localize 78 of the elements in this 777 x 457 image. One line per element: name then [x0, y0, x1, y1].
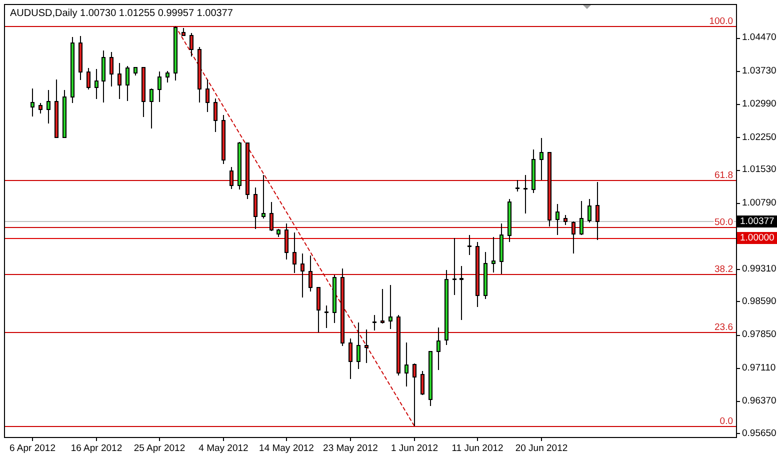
y-tick-label: 1.04470: [742, 32, 776, 44]
candlestick: [412, 362, 416, 427]
candlestick: [110, 52, 114, 88]
candlestick: [452, 238, 456, 296]
y-tick-label: 1.01530: [742, 164, 776, 176]
candlestick: [356, 322, 360, 370]
candlestick: [404, 342, 408, 388]
y-tick-label: 0.97110: [742, 362, 776, 374]
candlestick: [254, 187, 258, 230]
candlestick: [118, 62, 122, 100]
candlestick: [158, 70, 162, 102]
candlestick: [206, 78, 210, 113]
candlestick: [524, 174, 528, 214]
x-tick-label: 4 May 2012: [198, 443, 248, 454]
candlestick: [270, 201, 274, 232]
candlestick: [316, 287, 320, 333]
annotation: 100.0: [709, 16, 733, 27]
annotation: 50.0: [714, 217, 733, 228]
x-tick-label: 14 May 2012: [259, 443, 314, 454]
chart-title: AUDUSD,Daily 1.00730 1.01255 0.99957 1.00377: [10, 8, 234, 19]
candlestick: [324, 305, 328, 328]
candlestick: [564, 214, 568, 226]
y-tick-label: 0.98590: [742, 296, 776, 307]
candlestick: [126, 65, 130, 102]
candlestick: [300, 252, 304, 298]
candlestick: [150, 88, 154, 130]
x-tick-label: 1 Jun 2012: [390, 443, 438, 454]
y-tick-label: 1.02990: [742, 98, 776, 110]
candlestick: [588, 198, 592, 224]
candlestick: [372, 314, 376, 332]
candlestick: [596, 181, 600, 241]
x-tick-label: 11 Jun 2012: [452, 443, 504, 454]
candlestick: [348, 338, 352, 380]
candlestick: [468, 234, 472, 256]
candlestick: [572, 221, 576, 254]
candlestick: [580, 200, 584, 236]
candlestick: [190, 32, 194, 57]
candlestick: [214, 98, 218, 132]
y-tick-label: 1.00000: [740, 232, 774, 244]
y-tick-label: 1.02250: [742, 132, 776, 143]
candlestick: [540, 138, 544, 180]
candlestick: [436, 327, 440, 371]
candlestick: [420, 370, 424, 396]
candlestick: [308, 254, 312, 292]
annotation: 61.8: [714, 170, 733, 181]
y-tick-label: 0.96370: [742, 396, 776, 407]
y-tick-label: 0.95650: [742, 428, 776, 439]
candlestick: [230, 166, 234, 190]
candlestick: [556, 204, 560, 236]
y-tick-label: 1.03730: [742, 65, 776, 76]
candlestick: [262, 174, 266, 219]
x-tick-label: 16 Apr 2012: [70, 443, 122, 454]
candlestick: [30, 88, 34, 118]
candlestick: [46, 90, 50, 124]
candlestick: [102, 50, 106, 104]
candlestick: [380, 288, 384, 324]
x-tick-label: 20 Jun 2012: [515, 443, 568, 454]
candlestick: [166, 70, 170, 84]
y-tick-label: 1.00377: [740, 216, 774, 227]
candlestick: [86, 68, 90, 90]
annotation: 0.0: [720, 416, 733, 427]
candlestick: [364, 328, 368, 364]
candlestick: [492, 236, 496, 273]
y-tick-label: 0.99310: [742, 264, 776, 275]
candlestick: [94, 68, 98, 100]
y-tick-label: 0.97850: [742, 329, 776, 340]
candlestick: [284, 222, 288, 260]
candlestick: [292, 232, 296, 274]
y-tick-label: 1.00790: [742, 197, 776, 208]
annotation: 38.2: [714, 264, 733, 275]
x-tick-label: 25 Apr 2012: [134, 443, 186, 454]
candlestick: [38, 102, 42, 114]
annotation: 23.6: [714, 322, 733, 333]
x-tick-label: 6 Apr 2012: [10, 443, 56, 454]
x-tick-label: 23 May 2012: [323, 443, 378, 454]
candlestick: [516, 179, 520, 192]
candlestick: [460, 266, 464, 320]
candlestick: [388, 284, 392, 330]
